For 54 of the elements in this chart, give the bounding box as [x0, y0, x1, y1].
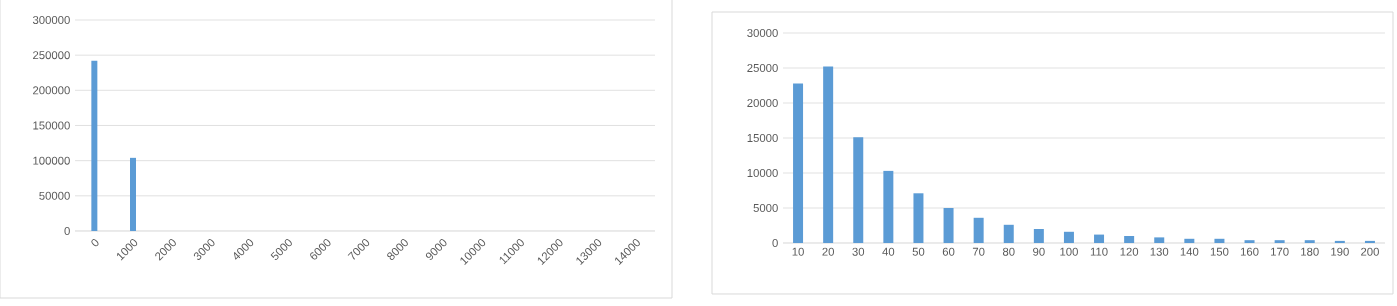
bar: [1274, 240, 1285, 243]
bar: [1184, 238, 1195, 243]
y-tick-label: 300000: [32, 15, 70, 24]
x-tick-label: 130: [1150, 247, 1169, 256]
x-tick-label: 40: [882, 247, 895, 256]
bar: [913, 193, 924, 243]
x-tick-label: 90: [1033, 247, 1045, 256]
y-tick-label: 20000: [747, 98, 778, 107]
bar: [1094, 234, 1105, 243]
x-tick-label: 170: [1271, 247, 1289, 256]
x-tick-label: 120: [1120, 247, 1139, 256]
y-tick-label: 0: [64, 226, 70, 235]
x-tick-label: 100: [1060, 247, 1078, 256]
y-tick-label: 30000: [747, 28, 778, 37]
x-tick-label: 0: [91, 239, 99, 247]
x-tick-label: 160: [1240, 247, 1259, 256]
y-tick-label: 100000: [33, 156, 70, 165]
x-tick-label: 30: [852, 247, 865, 256]
x-tick-label: 50: [912, 247, 925, 256]
x-tick-label: 60: [942, 247, 955, 256]
bar: [1003, 224, 1014, 243]
bar: [1033, 228, 1044, 243]
y-tick-label: 200000: [33, 86, 70, 95]
bar: [823, 66, 834, 243]
bar: [1124, 235, 1135, 243]
y-tick-label: 250000: [33, 51, 70, 60]
x-tick-label: 10: [792, 247, 804, 256]
bar: [793, 83, 804, 243]
y-tick-label: 25000: [747, 63, 778, 72]
x-tick-label: 180: [1301, 247, 1319, 256]
x-tick-label: 20: [822, 247, 835, 256]
bar: [1304, 240, 1315, 243]
bar: [853, 137, 864, 243]
bar: [1364, 240, 1375, 243]
y-tick-label: 150000: [33, 121, 70, 130]
x-tick-label: 150: [1210, 247, 1229, 256]
bar: [943, 207, 954, 243]
bar: [1063, 231, 1074, 243]
bar: [1244, 240, 1255, 243]
y-tick-label: 10000: [747, 168, 778, 177]
x-tick-label: 140: [1180, 247, 1199, 256]
bar: [1154, 237, 1165, 243]
bar: [1334, 240, 1345, 243]
x-tick-label: 70: [972, 247, 985, 256]
x-tick-label: 190: [1331, 247, 1349, 256]
y-tick-label: 50000: [39, 191, 70, 200]
bar: [883, 170, 894, 243]
x-tick-label: 110: [1090, 247, 1108, 256]
x-tick-label: 80: [1002, 247, 1015, 256]
bar: [973, 217, 984, 243]
y-tick-label: 15000: [747, 133, 778, 142]
y-tick-label: 5000: [753, 203, 778, 212]
bar: [1214, 238, 1225, 243]
x-tick-label: 200: [1361, 247, 1379, 256]
